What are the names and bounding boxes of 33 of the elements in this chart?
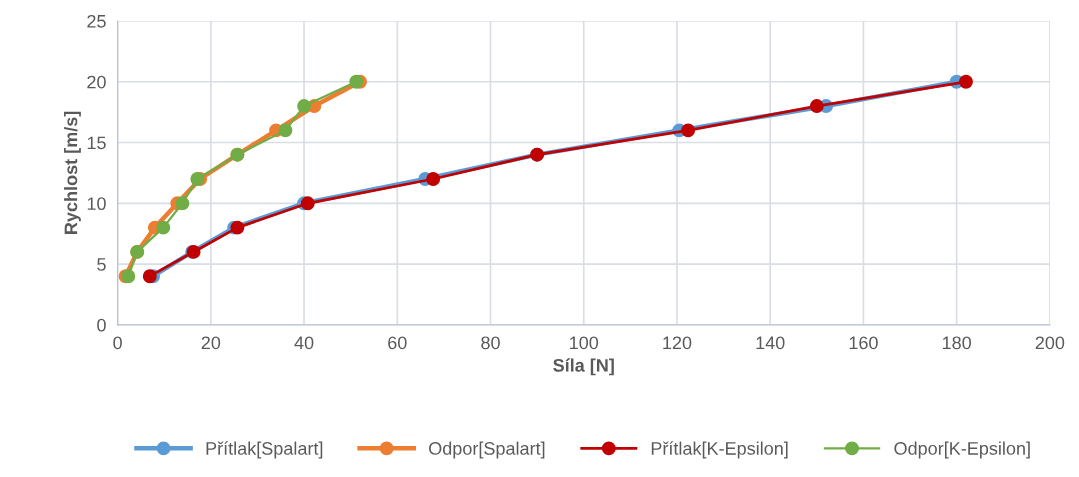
y-tick-label: 5	[97, 258, 106, 271]
point	[297, 99, 312, 114]
point	[156, 220, 171, 235]
y-tick-label: 20	[87, 75, 106, 89]
x-tick-label: 60	[388, 336, 407, 350]
point	[175, 196, 190, 211]
point	[681, 123, 696, 138]
x-tick-label: 120	[663, 336, 692, 350]
y-axis-title: Rychlost [m/s]	[64, 111, 81, 234]
x-tick-label: 180	[942, 336, 971, 350]
x-tick-label: 20	[201, 336, 221, 350]
x-axis-title: Síla [N]	[553, 358, 614, 376]
y-tick-label: 10	[87, 197, 106, 211]
x-tick-label: 160	[849, 336, 878, 350]
x-tick-label: 80	[481, 336, 500, 350]
x-tick-label: 200	[1035, 336, 1065, 350]
legend-label: Odpor[Spalart]	[429, 441, 545, 459]
point	[349, 74, 364, 89]
y-tick-label: 25	[87, 14, 106, 28]
y-tick-label: 0	[97, 318, 106, 332]
legend-label: Přítlak[Spalart]	[206, 441, 323, 459]
y-tick-label: 15	[87, 136, 106, 150]
x-tick-label: 40	[294, 336, 314, 350]
point	[142, 269, 157, 284]
x-tick-label: 0	[113, 336, 122, 350]
legend-label: Přítlak[K-Epsilon]	[651, 441, 788, 459]
x-tick-label: 140	[756, 336, 785, 350]
point	[426, 172, 441, 186]
legend-label: Odpor[K-Epsilon]	[894, 441, 1030, 459]
point	[959, 74, 973, 89]
point	[809, 99, 824, 114]
x-tick-label: 100	[570, 336, 599, 350]
point	[278, 123, 293, 138]
